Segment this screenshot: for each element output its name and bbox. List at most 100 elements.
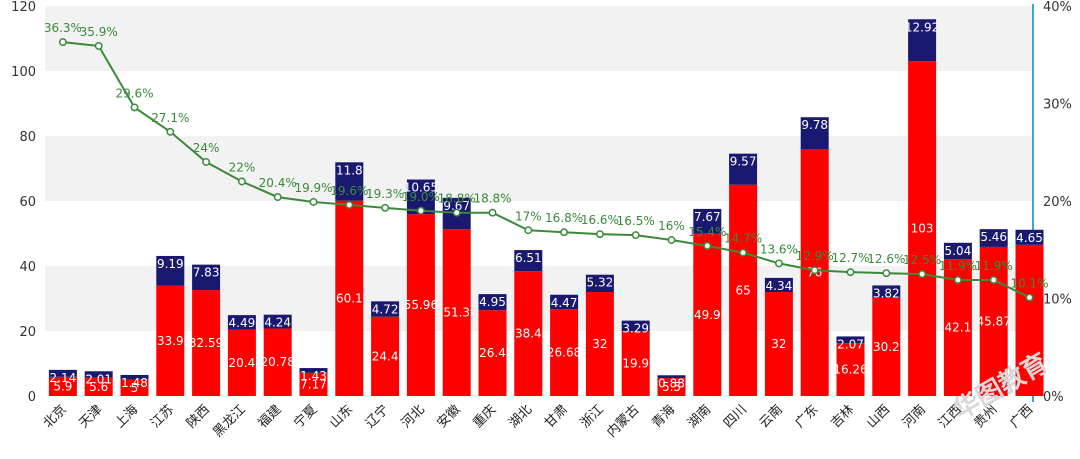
bar-blue xyxy=(192,264,221,291)
x-tick-label: 山东 xyxy=(327,402,356,431)
ratio-label: 19.3% xyxy=(366,187,404,201)
ratio-label: 16.6% xyxy=(581,213,619,227)
bar-red xyxy=(764,292,793,396)
bar-blue xyxy=(693,208,722,234)
x-tick-label: 河北 xyxy=(399,402,428,431)
bar-red-label: 55.96 xyxy=(404,298,438,312)
y2-tick-label: 0% xyxy=(1043,390,1064,405)
bar-red-label: 5.5 xyxy=(662,380,681,394)
ratio-label: 24% xyxy=(193,141,220,155)
x-tick-label: 内蒙古 xyxy=(604,402,643,441)
bar-blue xyxy=(227,315,256,330)
y-tick-label: 120 xyxy=(11,0,36,15)
ratio-label: 10.1% xyxy=(1010,277,1048,291)
ratio-point xyxy=(667,236,676,244)
bar-red xyxy=(299,372,328,396)
y2-tick-label: 40% xyxy=(1043,0,1072,15)
bar-red-label: 32 xyxy=(592,337,607,351)
bar-red-label: 33.9 xyxy=(157,334,184,348)
ratio-label: 19.6% xyxy=(330,184,368,198)
ratio-label: 29.6% xyxy=(115,86,153,100)
bar-red xyxy=(478,310,507,396)
bar-red-label: 42.1 xyxy=(945,321,972,335)
y-tick-label: 0 xyxy=(28,390,36,405)
ratio-point xyxy=(703,241,712,250)
bar-blue-label: 2.07 xyxy=(837,337,864,351)
bar-blue xyxy=(514,250,543,272)
ratio-point xyxy=(560,228,569,237)
bar-blue xyxy=(48,369,77,377)
bar-blue xyxy=(657,375,686,379)
x-tick-label: 安徽 xyxy=(435,402,464,431)
bar-blue xyxy=(335,162,364,201)
bars: 5.92.14 5.62.01 51.48 33.9 9.19 32.59 7.83 20.4… xyxy=(48,19,1044,396)
bar-red-label: 32.59 xyxy=(189,336,223,350)
bar-blue xyxy=(943,242,972,260)
ratio-label: 20.4% xyxy=(259,176,297,190)
bar-red-label: 51.3 xyxy=(443,306,470,320)
ratio-point xyxy=(452,208,461,217)
ratio-label: 27.1% xyxy=(151,111,189,125)
bar-blue-label: 11.8 xyxy=(336,163,363,177)
ratio-point xyxy=(416,206,425,215)
x-tick-label: 广东 xyxy=(793,402,822,431)
ratio-point xyxy=(810,266,819,275)
x-tick-label: 北京 xyxy=(41,402,70,431)
bar-red xyxy=(335,200,364,396)
ratio-point xyxy=(345,200,354,209)
x-tick-label: 山西 xyxy=(864,402,893,431)
bar-red-label: 16.26 xyxy=(833,363,867,377)
x-tick-label: 四川 xyxy=(721,402,750,431)
bar-red xyxy=(693,233,722,396)
bar-blue-label: 2.01 xyxy=(85,372,112,386)
bar-blue-label: 9.19 xyxy=(157,257,184,271)
x-tick-label: 重庆 xyxy=(470,402,500,432)
ratio-point xyxy=(202,158,211,166)
bar-red xyxy=(406,214,435,396)
bar-red-label: 60.1 xyxy=(336,291,363,305)
y-tick-label: 60 xyxy=(19,195,36,210)
x-tick-label: 云南 xyxy=(756,402,786,432)
bar-red xyxy=(585,292,614,396)
bar-blue-label: 4.72 xyxy=(372,302,399,316)
ratio-label: 13.6% xyxy=(760,242,798,256)
bar-red xyxy=(227,329,256,396)
ratio-point xyxy=(918,270,927,279)
y-tick-label: 40 xyxy=(19,260,36,275)
bar-red xyxy=(836,343,865,396)
ratio-label: 19.9% xyxy=(294,181,332,195)
bar-blue xyxy=(478,294,507,311)
x-tick-label: 吉林 xyxy=(828,402,857,431)
ratio-label: 16.5% xyxy=(617,214,655,228)
bar-red xyxy=(156,285,185,396)
bar-red xyxy=(48,376,77,396)
bar-blue-label: 1.43 xyxy=(300,369,327,383)
x-tick-label: 天津 xyxy=(77,402,106,431)
bar-red-label: 49.9 xyxy=(694,308,721,322)
y-axis-right: 0% 10% 20% 30% 40% xyxy=(1043,0,1072,405)
bar-blue xyxy=(120,374,149,380)
ratio-point xyxy=(1025,293,1034,302)
bar-blue-label: 7.67 xyxy=(694,210,721,224)
bar-blue-label: 9.67 xyxy=(443,199,470,213)
bar-red-label: 45.87 xyxy=(977,314,1011,328)
bar-blue xyxy=(585,274,614,292)
x-tick-label: 湖南 xyxy=(684,402,714,432)
ratio-label: 12.9% xyxy=(796,249,834,263)
ratio-point xyxy=(130,103,139,112)
grid-band xyxy=(45,136,1033,201)
bar-blue-label: 3.82 xyxy=(873,286,900,300)
bar-blue-label: 4.49 xyxy=(229,316,256,330)
ratio-label: 18.8% xyxy=(438,192,476,206)
bar-red xyxy=(550,309,579,396)
ratio-label: 11.9% xyxy=(939,259,977,273)
ratio-label: 12.6% xyxy=(867,252,905,266)
y-tick-label: 80 xyxy=(19,130,36,145)
x-tick-label: 江苏 xyxy=(147,402,177,432)
bar-blue xyxy=(84,371,113,378)
bar-red-label: 26.4 xyxy=(479,346,506,360)
ratio-point xyxy=(58,38,67,47)
bar-blue-label: 4.95 xyxy=(479,295,506,309)
ratio-label: 17% xyxy=(515,209,542,223)
